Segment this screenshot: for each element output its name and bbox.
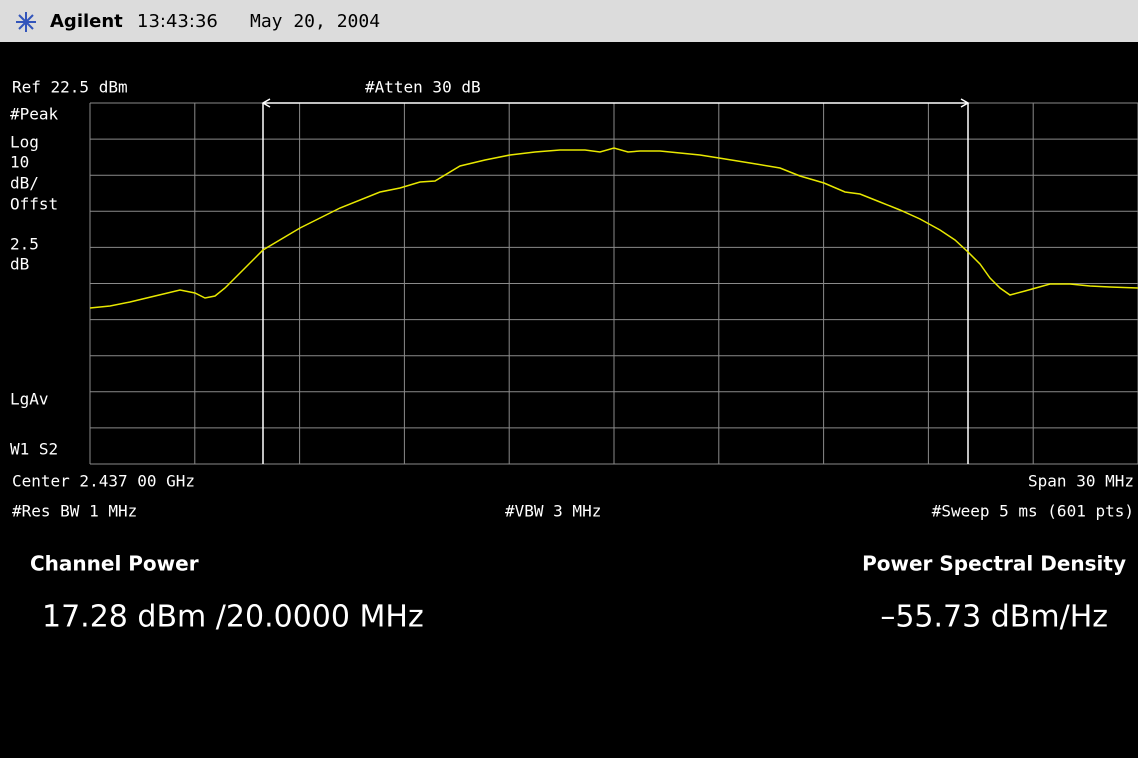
vbw: #VBW 3 MHz: [505, 502, 601, 521]
channel-power-value: 17.28 dBm /20.0000 MHz: [42, 600, 424, 635]
left-label: Offst: [10, 195, 58, 214]
ref-level: Ref 22.5 dBm: [12, 78, 128, 97]
label-background: [9, 254, 31, 274]
time: 13:43:36: [137, 11, 218, 32]
label-background: [9, 173, 40, 193]
label-background: [9, 194, 60, 214]
label-background: [9, 104, 60, 124]
label-background: [9, 439, 60, 459]
label-background: [9, 132, 40, 152]
psd-label: Power Spectral Density: [862, 552, 1126, 576]
center-frequency: Center 2.437 00 GHz: [12, 472, 195, 491]
label-background: [9, 389, 50, 409]
sweep: #Sweep 5 ms (601 pts): [932, 502, 1134, 521]
left-label: LgAv: [10, 390, 49, 409]
left-label: dB: [10, 255, 29, 274]
res-bw: #Res BW 1 MHz: [12, 502, 137, 521]
span: Span 30 MHz: [1028, 472, 1134, 491]
date: May 20, 2004: [250, 11, 380, 32]
title-bar: [0, 0, 1138, 42]
agilent-logo: [16, 12, 36, 32]
channel-power-label: Channel Power: [30, 552, 199, 576]
left-label: 2.5: [10, 235, 39, 254]
label-background: [9, 234, 40, 254]
attenuation: #Atten 30 dB: [365, 78, 481, 97]
psd-value: –55.73 dBm/Hz: [880, 600, 1108, 635]
channel-markers: [261, 98, 970, 464]
left-label: #Peak: [10, 105, 59, 124]
left-label: dB/: [10, 174, 39, 193]
trace: [89, 147, 1138, 309]
label-background: [9, 152, 31, 172]
left-label: Log: [10, 133, 39, 152]
left-label: W1 S2: [10, 440, 58, 459]
left-label: 10: [10, 153, 29, 172]
brand: Agilent: [50, 11, 123, 32]
